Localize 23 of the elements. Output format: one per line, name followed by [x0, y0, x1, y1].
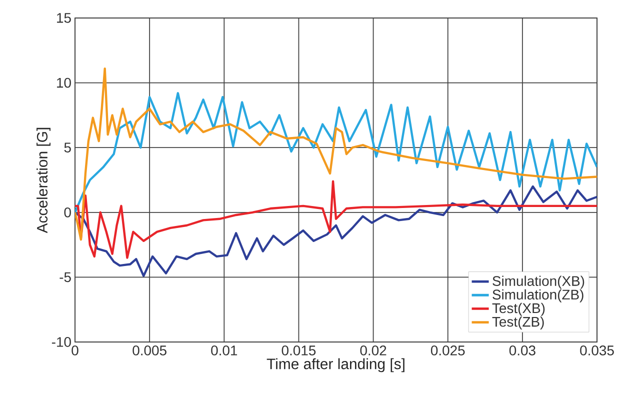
x-tick-label: 0.005 — [132, 346, 166, 356]
x-tick-label: 0.01 — [211, 346, 238, 356]
legend-label: Test(ZB) — [492, 316, 544, 330]
x-tick-label: 0.03 — [509, 346, 536, 356]
x-tick-label: 0 — [72, 346, 78, 356]
y-axis-title: Acceleration [G] — [36, 128, 50, 234]
line-series — [75, 92, 598, 214]
x-tick-label: 0.035 — [580, 346, 614, 356]
y-tick-label: 15 — [57, 13, 71, 23]
line-series — [75, 185, 598, 277]
x-tick-label: 0.02 — [360, 346, 386, 356]
legend-label: Simulation(XB) — [492, 276, 584, 289]
y-tick-label: 0 — [64, 207, 71, 218]
x-axis-title: Time after landing [s] — [266, 358, 404, 372]
y-tick-label: 5 — [64, 142, 71, 152]
y-tick-label: -5 — [60, 272, 71, 282]
x-tick-label: 0.025 — [430, 346, 465, 356]
legend-label: Simulation(ZB) — [492, 289, 584, 302]
y-tick-label: -10 — [52, 337, 71, 347]
legend-label: Test(XB) — [492, 302, 545, 316]
y-tick-label: 10 — [57, 78, 71, 88]
line-series — [75, 67, 598, 241]
x-tick-label: 0.015 — [282, 346, 316, 356]
